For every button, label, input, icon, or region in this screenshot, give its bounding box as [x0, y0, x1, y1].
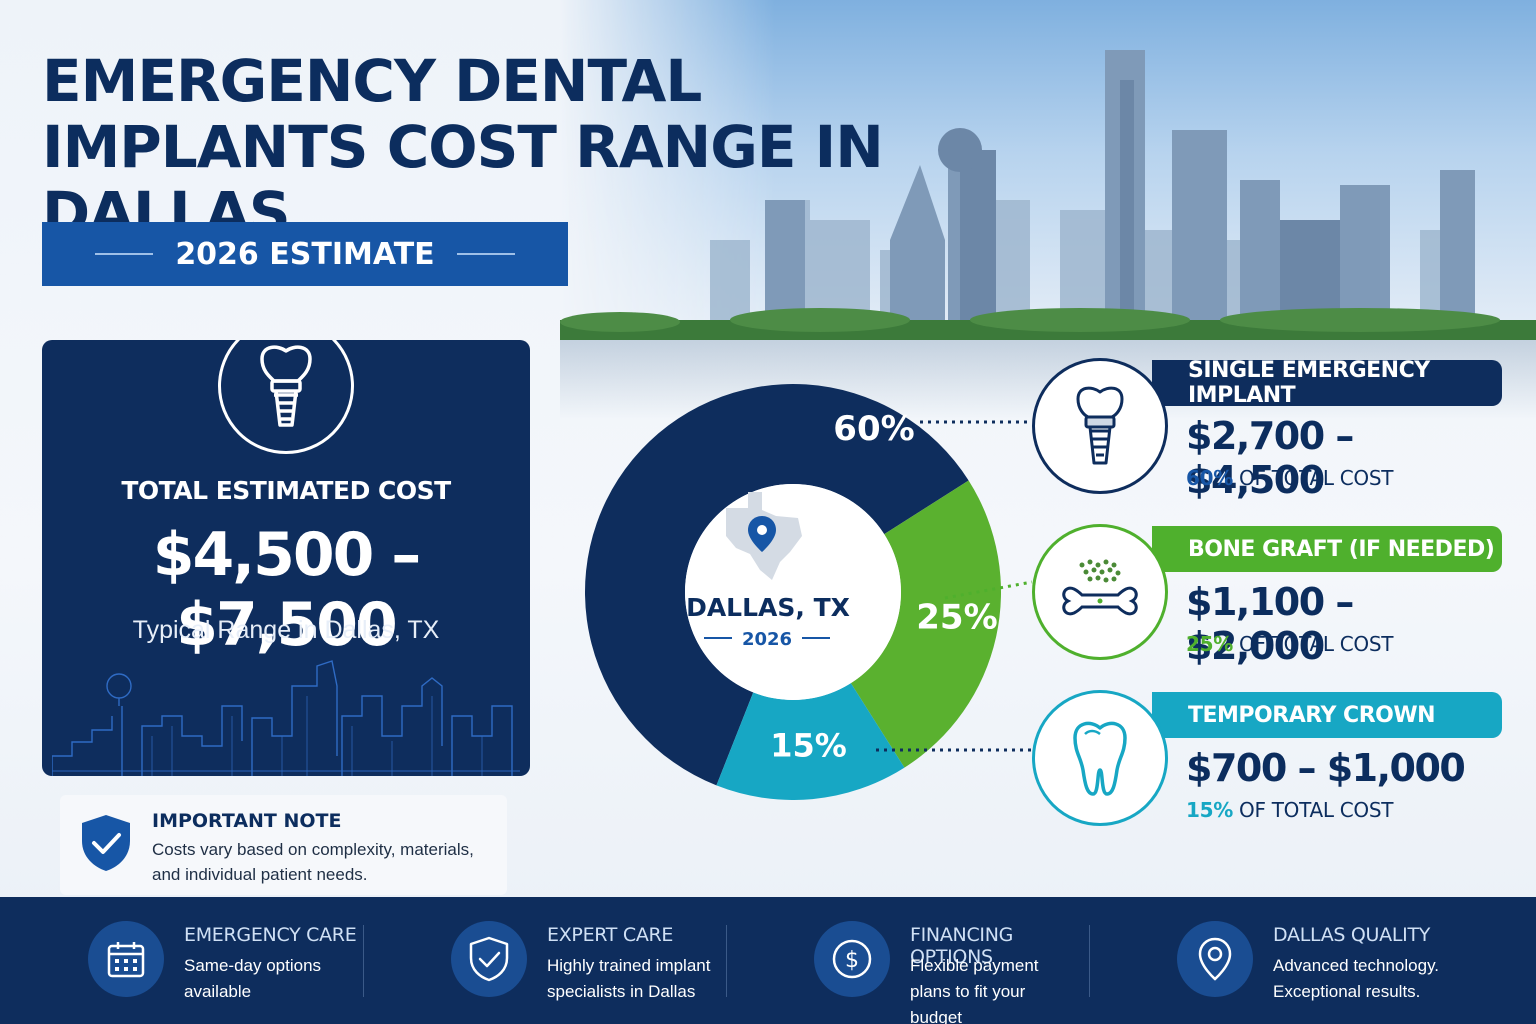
bone-graft-icon: [1032, 524, 1168, 660]
donut-slice-2: [850, 480, 1001, 768]
category-share: 25% OF TOTAL COST: [1186, 632, 1393, 656]
feature-desc: Advanced technology. Exceptional results…: [1273, 956, 1440, 1001]
connector-bone-graft: [944, 580, 1033, 600]
category-title: TEMPORARY CROWN: [1152, 692, 1502, 738]
category-share: 15% OF TOTAL COST: [1186, 798, 1393, 822]
feature-expert-care: EXPERT CARE Highly trained implant speci…: [363, 897, 726, 1024]
donut-center: [685, 484, 901, 700]
category-share-text: OF TOTAL COST: [1239, 632, 1394, 656]
tooth-implant-icon: [218, 340, 354, 454]
badge-rule-left: [95, 253, 154, 255]
category-share-pct: 25%: [1186, 632, 1233, 656]
calendar-icon: [88, 921, 164, 997]
dollar-coin-icon: $: [814, 921, 890, 997]
feature-title: FINANCING OPTIONS: [910, 924, 1014, 968]
total-cost-range: $4,500 – $7,500: [152, 520, 421, 660]
texas-map-pin-icon: [726, 492, 802, 580]
feature-desc: Highly trained implant specialists in Da…: [547, 956, 711, 1001]
note-body: Costs vary based on complexity, material…: [152, 840, 474, 884]
feature-dallas-quality: DALLAS QUALITY Advanced technology. Exce…: [1089, 897, 1452, 1024]
estimate-badge: 2026 ESTIMATE: [42, 222, 568, 286]
svg-text:$: $: [845, 948, 859, 973]
dallas-skyline-photo: [560, 50, 1536, 340]
skyline-outline-graphic: [52, 660, 520, 776]
cost-breakdown-donut-chart: DALLAS, TX 2026 60% 25% 15%: [585, 384, 1033, 800]
category-share-pct: 15%: [1186, 798, 1233, 822]
feature-title: EMERGENCY CARE: [184, 924, 357, 946]
category-temporary-crown: TEMPORARY CROWN $700 – $1,000 15% OF TOT…: [1032, 690, 1502, 830]
total-cost-card: TOTAL ESTIMATED COST $4,500 – $7,500 Typ…: [42, 340, 530, 776]
feature-desc: Same-day options available: [184, 956, 322, 1001]
center-location: DALLAS, TX: [686, 593, 850, 622]
donut-label-1: 60%: [833, 409, 914, 449]
category-single-implant: SINGLE EMERGENCY IMPLANT $2,700 – $4,500…: [1032, 358, 1502, 502]
category-title: BONE GRAFT (IF NEEDED): [1152, 526, 1502, 572]
location-pin-icon: [1177, 921, 1253, 997]
badge-label: 2026 ESTIMATE: [175, 236, 435, 272]
badge-rule-right: [456, 253, 515, 255]
center-year: 2026: [742, 629, 792, 650]
donut-slice-3: [716, 683, 905, 800]
category-title: SINGLE EMERGENCY IMPLANT: [1152, 358, 1502, 408]
feature-emergency-care: EMERGENCY CARE Same-day options availabl…: [0, 897, 363, 1024]
feature-desc: Flexible payment plans to fit your budge…: [910, 956, 1039, 1024]
features-footer: EMERGENCY CARE Same-day options availabl…: [0, 897, 1536, 1024]
feature-title: DALLAS QUALITY: [1273, 924, 1431, 946]
total-cost-subtitle: Typical Range in Dallas, TX: [132, 616, 440, 644]
category-price: $700 – $1,000: [1186, 746, 1466, 790]
donut-label-2: 25%: [916, 598, 997, 638]
category-share-pct: 60%: [1186, 466, 1233, 490]
feature-title: EXPERT CARE: [547, 924, 674, 946]
donut-label-3: 15%: [770, 726, 847, 764]
category-price: $2,700 – $4,500: [1186, 414, 1354, 502]
category-share-text: OF TOTAL COST: [1239, 798, 1394, 822]
category-price: $1,100 – $2,000: [1186, 580, 1354, 668]
category-bone-graft: BONE GRAFT (IF NEEDED) $1,100 – $2,000 2…: [1032, 524, 1502, 668]
page-title: EMERGENCY DENTAL IMPLANTS COST RANGE IN …: [42, 47, 884, 247]
implant-icon: [1032, 358, 1168, 494]
feature-financing-options: $ FINANCING OPTIONS Flexible payment pla…: [726, 897, 1089, 1024]
note-title: IMPORTANT NOTE: [152, 810, 342, 832]
shield-check-icon: [82, 815, 130, 871]
donut-slice-1: [585, 384, 969, 786]
important-note-card: IMPORTANT NOTE Costs vary based on compl…: [60, 795, 507, 895]
total-cost-label: TOTAL ESTIMATED COST: [121, 476, 451, 505]
category-share-text: OF TOTAL COST: [1239, 466, 1394, 490]
tooth-icon: [1032, 690, 1168, 826]
category-share: 60% OF TOTAL COST: [1186, 466, 1393, 490]
shield-check-icon: [451, 921, 527, 997]
